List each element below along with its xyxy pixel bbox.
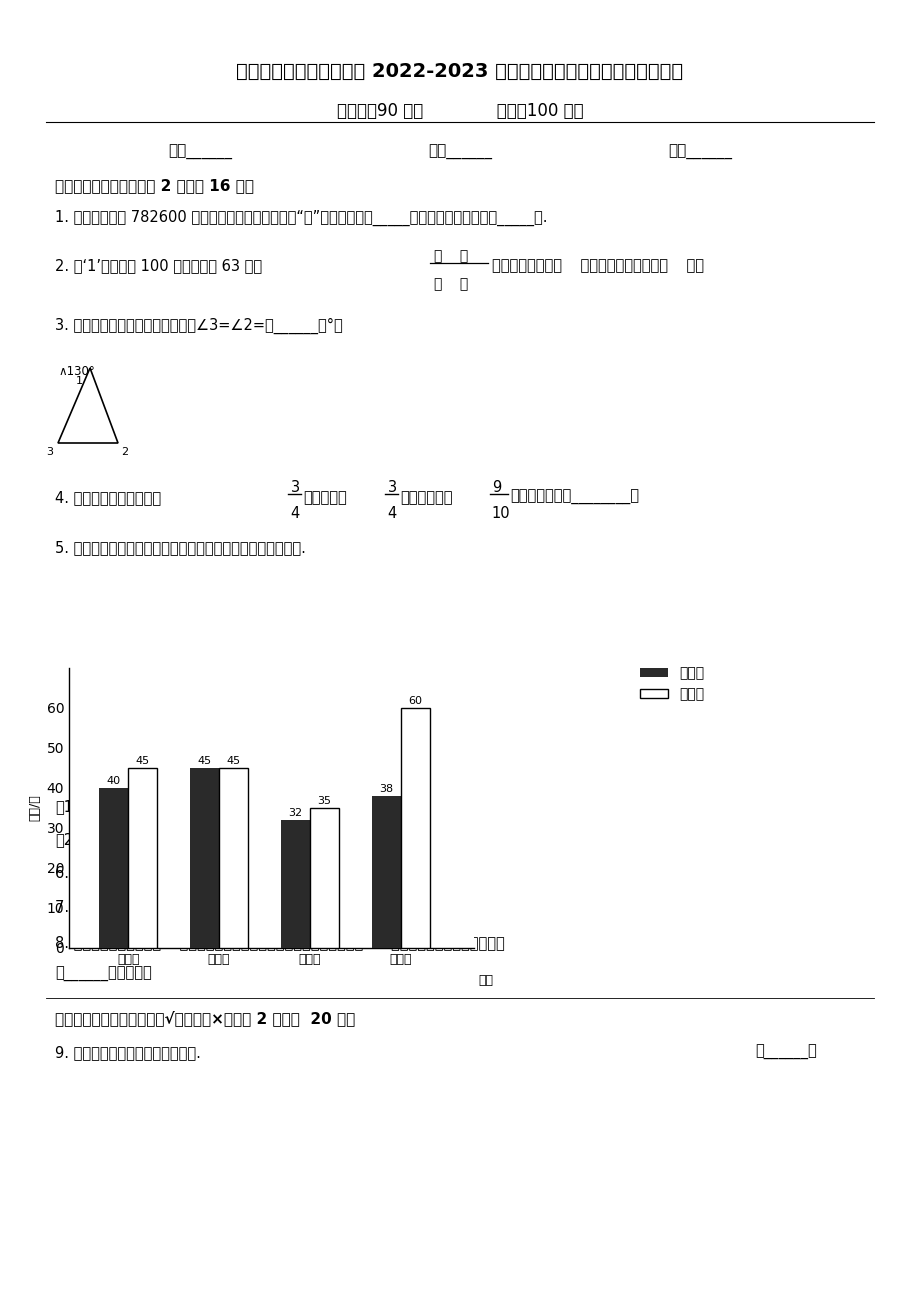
Text: 4: 4 bbox=[387, 506, 396, 521]
Bar bbox=[128, 768, 157, 948]
Text: （1）捐故事书最多的是_____年级；_____类图书捐的最多.: （1）捐故事书最多的是_____年级；_____类图书捐的最多. bbox=[55, 799, 317, 816]
Bar bbox=[371, 796, 401, 948]
Text: 10: 10 bbox=[491, 506, 509, 521]
Text: 二、我是小法官。（对的打√，错的打×。每题 2 分，共  20 分）: 二、我是小法官。（对的打√，错的打×。每题 2 分，共 20 分） bbox=[55, 1010, 355, 1026]
Text: 4: 4 bbox=[289, 506, 299, 521]
Text: 35: 35 bbox=[317, 796, 331, 806]
Bar bbox=[280, 820, 310, 948]
Text: 2. 把‘1’平均分成 100 份，其中的 63 份是: 2. 把‘1’平均分成 100 份，其中的 63 份是 bbox=[55, 258, 262, 273]
Text: 年级______: 年级______ bbox=[427, 145, 492, 160]
Text: 3: 3 bbox=[388, 480, 397, 495]
Bar bbox=[190, 768, 219, 948]
Text: （    ）: （ ） bbox=[434, 277, 468, 292]
Text: 38: 38 bbox=[379, 784, 393, 794]
Text: ，也可以表示为（    ），它的计数单位是（    ）。: ，也可以表示为（ ），它的计数单位是（ ）。 bbox=[492, 258, 703, 273]
Text: （    ）: （ ） bbox=[434, 249, 468, 263]
Text: （______）平方米。: （______）平方米。 bbox=[55, 967, 152, 982]
Text: 9: 9 bbox=[492, 480, 501, 495]
Text: ∧130°: ∧130° bbox=[58, 365, 95, 378]
Bar bbox=[401, 708, 430, 948]
Text: 9. 钝角三角形不可能是等腰三角形.: 9. 钝角三角形不可能是等腰三角形. bbox=[55, 1046, 200, 1060]
Text: 1. 某城市有人口 782600 人，把横线上的数改写成以“万”为单位的数是_____万，保留一位小数约是_____万.: 1. 某城市有人口 782600 人，把横线上的数改写成以“万”为单位的数是__… bbox=[55, 210, 547, 227]
Text: 8. 一个长方形，将宽延长 3 米，就变成了一个正方形，这个正方形的面积是 64 平方米，原来长方形的面积是: 8. 一个长方形，将宽延长 3 米，就变成了一个正方形，这个正方形的面积是 64… bbox=[55, 935, 505, 950]
Text: 3: 3 bbox=[290, 480, 300, 495]
Text: 姓名______: 姓名______ bbox=[667, 145, 732, 160]
Text: ，结果得到了: ，结果得到了 bbox=[400, 490, 452, 505]
Text: 40: 40 bbox=[107, 776, 120, 786]
Bar bbox=[219, 768, 248, 948]
Text: 3: 3 bbox=[46, 447, 53, 457]
Text: 黑龙江省哈尔滨市松北区 2022-2023 学年数学四下期末达标检测模拟试题: 黑龙江省哈尔滨市松北区 2022-2023 学年数学四下期末达标检测模拟试题 bbox=[236, 62, 683, 81]
Text: 32: 32 bbox=[289, 807, 302, 818]
Legend: 三年级, 四年级: 三年级, 四年级 bbox=[634, 661, 709, 707]
Text: 60: 60 bbox=[408, 695, 422, 706]
Text: （2）四年级师生共捐书_____本.: （2）四年级师生共捐书_____本. bbox=[55, 833, 202, 849]
Text: 5. 下面是花园小学三、四年级师生向希望小学捐书情况统计图.: 5. 下面是花园小学三、四年级师生向希望小学捐书情况统计图. bbox=[55, 540, 305, 555]
Text: 学校______: 学校______ bbox=[168, 145, 232, 160]
Bar bbox=[99, 788, 128, 948]
Text: 时，看成乘: 时，看成乘 bbox=[302, 490, 346, 505]
Text: 45: 45 bbox=[135, 756, 150, 766]
Text: （时间：90 分钟              分数：100 分）: （时间：90 分钟 分数：100 分） bbox=[336, 102, 583, 120]
Text: 3. 仔细观察图，想一想，算一算，∠3=∠2=（______）°。: 3. 仔细观察图，想一想，算一算，∠3=∠2=（______）°。 bbox=[55, 318, 343, 335]
Text: 4. 李民在计算一个数除以: 4. 李民在计算一个数除以 bbox=[55, 490, 161, 505]
Bar bbox=[310, 807, 339, 948]
Text: 7. 小红口袋里有 16.3 元零钱，吃早点用去 7.5 元，还剩（______）钱。: 7. 小红口袋里有 16.3 元零钱，吃早点用去 7.5 元，还剩（______… bbox=[55, 900, 393, 917]
Text: 1: 1 bbox=[76, 376, 83, 385]
Text: （______）: （______） bbox=[754, 1046, 816, 1060]
Text: 种类: 种类 bbox=[478, 974, 493, 987]
Text: 45: 45 bbox=[226, 756, 241, 766]
Text: 一、神奇小帮手。（每题 2 分，共 16 分）: 一、神奇小帮手。（每题 2 分，共 16 分） bbox=[55, 178, 254, 193]
Text: 2: 2 bbox=[121, 447, 128, 457]
Text: 6. 如果一个等腰三角形的顶角是 60°，那么这个三角形有（______）条对称轴。: 6. 如果一个等腰三角形的顶角是 60°，那么这个三角形有（______）条对称… bbox=[55, 866, 402, 883]
Text: ，正确的结果是________。: ，正确的结果是________。 bbox=[509, 490, 639, 505]
Text: 45: 45 bbox=[198, 756, 211, 766]
Y-axis label: 数量/本: 数量/本 bbox=[28, 794, 41, 822]
